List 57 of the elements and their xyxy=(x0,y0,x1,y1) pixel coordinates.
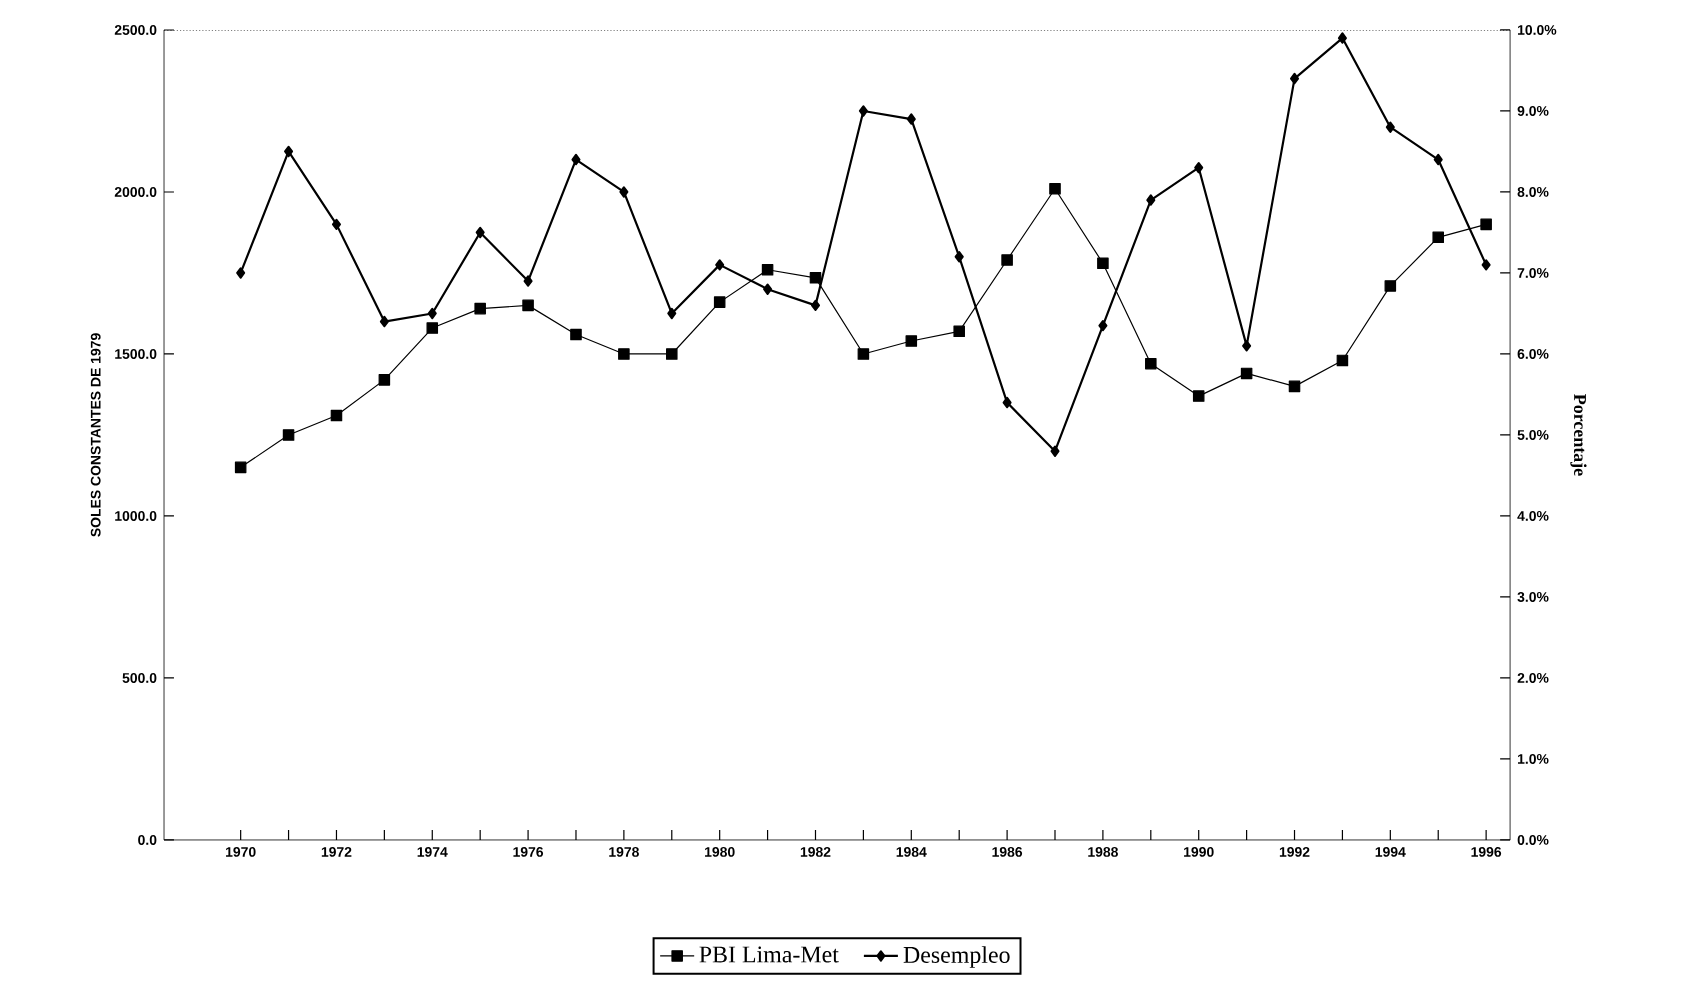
point xyxy=(857,348,870,360)
point xyxy=(1481,259,1491,271)
point xyxy=(809,272,822,284)
point xyxy=(1146,194,1156,206)
point xyxy=(667,307,677,320)
point xyxy=(474,302,486,315)
point xyxy=(523,275,533,287)
point xyxy=(378,374,391,386)
point xyxy=(571,153,581,166)
point xyxy=(1049,182,1061,195)
point xyxy=(1001,254,1013,266)
point xyxy=(1385,121,1395,133)
point xyxy=(426,322,439,334)
point xyxy=(379,315,389,328)
point xyxy=(954,251,964,263)
point xyxy=(282,429,295,441)
point xyxy=(905,335,918,347)
point xyxy=(330,409,343,422)
point xyxy=(1097,257,1109,270)
point xyxy=(713,296,726,308)
point xyxy=(1288,380,1301,393)
point xyxy=(1145,357,1157,370)
point xyxy=(1337,32,1347,44)
point xyxy=(810,299,821,312)
point xyxy=(284,145,294,158)
point xyxy=(331,218,342,231)
point xyxy=(619,186,629,198)
point xyxy=(236,267,246,279)
point xyxy=(234,461,247,474)
legend-label: PBI Lima-Met xyxy=(699,946,839,963)
point xyxy=(1432,231,1444,244)
point xyxy=(1240,367,1253,380)
point xyxy=(1192,390,1205,402)
point xyxy=(1050,445,1060,457)
point xyxy=(953,325,965,338)
point xyxy=(1098,319,1108,332)
point xyxy=(618,348,630,360)
point xyxy=(1002,396,1012,409)
point xyxy=(427,307,437,320)
point xyxy=(666,348,678,360)
point xyxy=(715,259,725,271)
point xyxy=(906,113,916,125)
point xyxy=(1194,161,1204,174)
point xyxy=(522,299,534,312)
y2-axis-title: Porcentaje xyxy=(1570,394,1587,476)
point xyxy=(1289,72,1300,85)
point xyxy=(858,105,868,117)
point xyxy=(1336,354,1349,367)
point xyxy=(1384,280,1397,292)
legend-label: Desempleo xyxy=(903,946,1010,968)
point xyxy=(1480,218,1492,231)
point xyxy=(763,283,773,295)
point xyxy=(1433,153,1443,166)
point xyxy=(570,328,582,341)
point xyxy=(761,263,774,276)
point xyxy=(1242,340,1252,352)
point xyxy=(475,226,485,239)
